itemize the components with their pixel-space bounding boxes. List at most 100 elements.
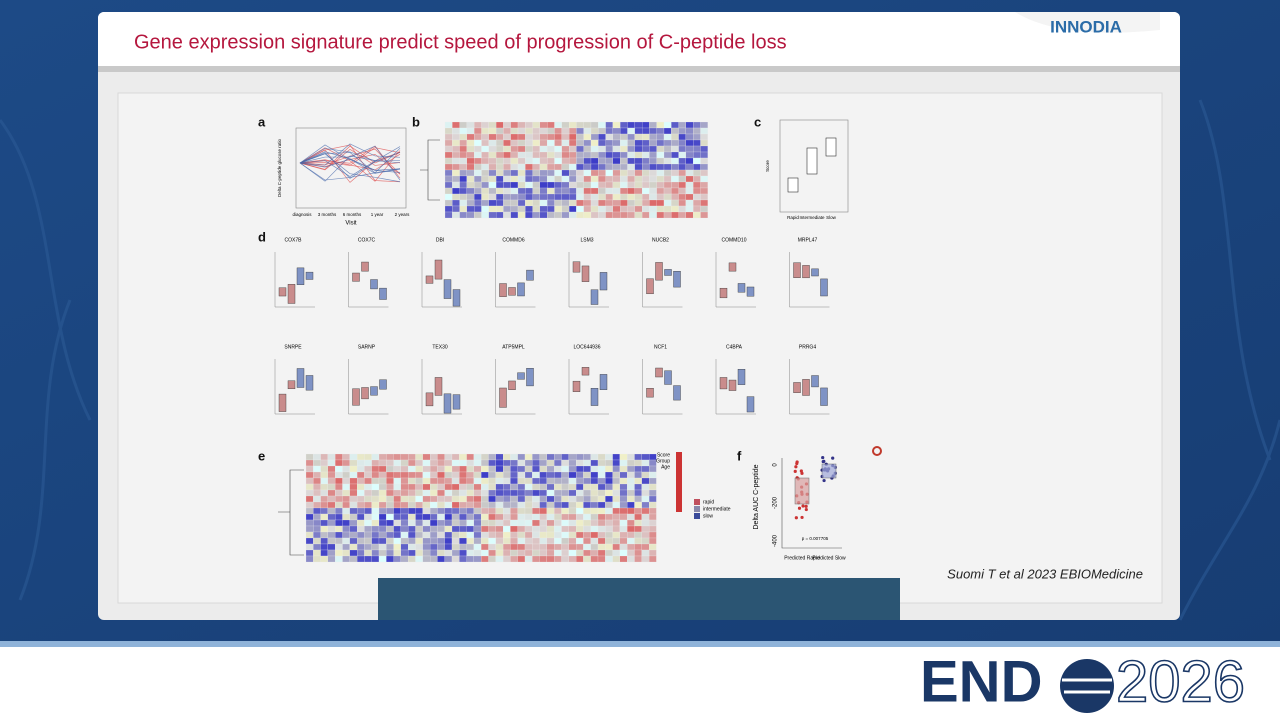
heatmap-cell [612,163,621,171]
heatmap-cell [415,537,423,545]
heatmap-cell [452,169,460,177]
heatmap-cell [671,163,679,171]
heatmap-cell [605,199,613,207]
heatmap-cell [685,121,694,129]
heatmap-cell [510,151,519,159]
heatmap-cell [554,489,562,497]
heatmap-cell [634,531,642,539]
heatmap-cell [547,145,555,153]
heatmap-cell [408,507,416,515]
heatmap-cell [452,145,460,153]
boxplot [728,262,737,272]
heatmap-cell [444,489,453,497]
heatmap-cell [575,519,584,527]
heatmap-cell [590,477,599,485]
heatmap-cell [568,543,577,551]
heatmap-cell [671,175,679,183]
heatmap-cell [634,163,643,171]
heatmap-cell [641,157,650,165]
heatmap-cell [693,127,701,135]
heatmap-cell [495,525,504,533]
y-tick-label: -200 [773,496,779,509]
heatmap-cell [459,181,468,189]
heatmap-cell [525,169,533,177]
boxplot [499,283,507,297]
heatmap-cell [466,169,475,177]
heatmap-cell [634,513,642,521]
heatmap-cell [605,543,613,551]
heatmap-cell [364,531,372,539]
heatmap-cell [408,477,416,485]
heatmap-cell [481,199,489,207]
heatmap-cell [620,181,628,189]
heatmap-cell [335,465,343,473]
heatmap-cell [400,459,409,467]
heatmap-cell [561,145,570,153]
heatmap-cell [619,477,628,485]
heatmap-cell [620,157,628,165]
heatmap-cell [503,513,511,521]
heatmap-cell [700,169,708,177]
heatmap-cell [554,543,562,551]
heatmap-cell [371,513,380,521]
heatmap-cell [590,507,599,515]
heatmap-cell [437,543,445,551]
heatmap-cell [561,205,570,213]
heatmap-cell [546,453,555,461]
heatmap-cell [685,157,694,165]
heatmap-cell [481,555,489,563]
heatmap-cell [320,537,329,545]
heatmap-cell [430,501,438,509]
heatmap-cell [568,145,577,153]
heatmap-cell [349,513,358,521]
heatmap-cell [605,181,613,189]
heatmap-cell [598,163,606,171]
heatmap-cell [532,181,540,189]
heatmap-cell [532,187,540,195]
heatmap-cell [546,459,555,467]
heatmap-cell [517,453,526,461]
gene-name: COMMD6 [502,237,524,243]
heatmap-cell [517,525,526,533]
heatmap-cell [473,459,482,467]
heatmap-cell [517,127,526,135]
heatmap-cell [641,531,650,539]
heatmap-cell [422,543,431,551]
heatmap-cell [400,495,409,503]
heatmap-cell [378,513,387,521]
heatmap-cell [481,193,489,201]
trajectory [299,144,401,171]
heatmap-cell [649,181,657,189]
heatmap-cell [634,555,642,563]
heatmap-cell [627,163,635,171]
axes-d [421,359,462,415]
legend-swatch [694,506,700,512]
heatmap-cell [546,519,555,527]
heatmap-cell [634,151,643,159]
boxplot [508,287,516,296]
heatmap-cell [386,471,394,479]
heatmap-cell [663,199,672,207]
heatmap-cell [532,151,540,159]
conference-year: 2026 [1116,649,1245,714]
heatmap-cell [495,471,504,479]
heatmap-cell [634,139,643,147]
heatmap-cell [357,501,365,509]
heatmap-cell [327,507,336,515]
heatmap-cell [437,513,445,521]
heatmap-cell [386,507,394,515]
heatmap-cell [568,211,577,219]
heatmap-cell [430,453,438,461]
heatmap-cell [583,489,591,497]
heatmap-cell [305,525,314,533]
heatmap-cell [554,477,562,485]
heatmap-cell [349,477,358,485]
heatmap-cell [415,489,423,497]
heatmap-cell [575,483,584,491]
boxplot [599,374,608,390]
heatmap-cell [685,139,694,147]
heatmap-cell [408,513,416,521]
heatmap-cell [393,501,402,509]
slide-title: Gene expression signature predict speed … [134,31,787,53]
heatmap-cell [539,543,547,551]
